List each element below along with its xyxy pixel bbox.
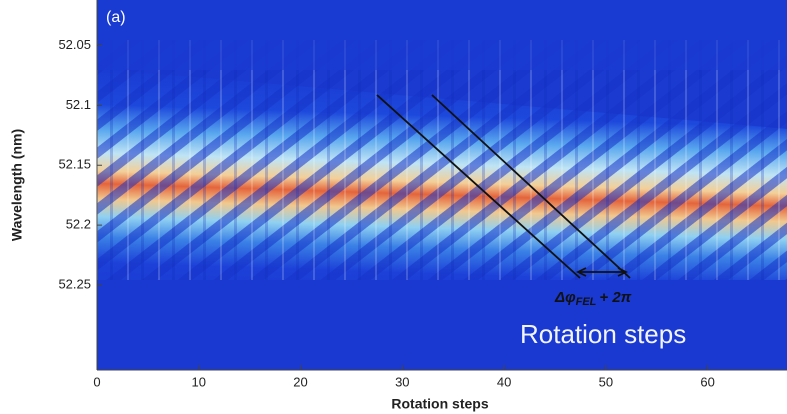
panel-label: (a) (106, 9, 126, 26)
annotation-lines (376, 94, 631, 279)
annotation-suffix: + 2π (599, 289, 631, 306)
x-tick-label: 0 (93, 374, 100, 389)
y-tick-label: 52.15 (58, 157, 91, 172)
overlay-text: Rotation steps (520, 319, 686, 349)
x-tick-label: 20 (293, 374, 307, 389)
y-tick-label: 52.1 (66, 97, 91, 112)
y-axis-label: Wavelength (nm) (9, 129, 25, 241)
annotation-subscript: FEL (576, 296, 597, 308)
heatmap-image (97, 0, 787, 370)
y-tick-label: 52.2 (66, 217, 91, 232)
x-tick-label: 60 (700, 374, 714, 389)
x-tick-label: 40 (497, 374, 511, 389)
annotation: ΔφFEL + 2π (554, 289, 632, 308)
y-tick-label: 52.05 (58, 37, 91, 52)
x-axis-label: Rotation steps (391, 396, 488, 412)
x-tick-label: 30 (395, 374, 409, 389)
annotation-symbol: Δφ (554, 289, 576, 306)
x-tick-label: 50 (599, 374, 613, 389)
y-tick-label: 52.25 (58, 276, 91, 291)
x-tick-label: 10 (192, 374, 206, 389)
